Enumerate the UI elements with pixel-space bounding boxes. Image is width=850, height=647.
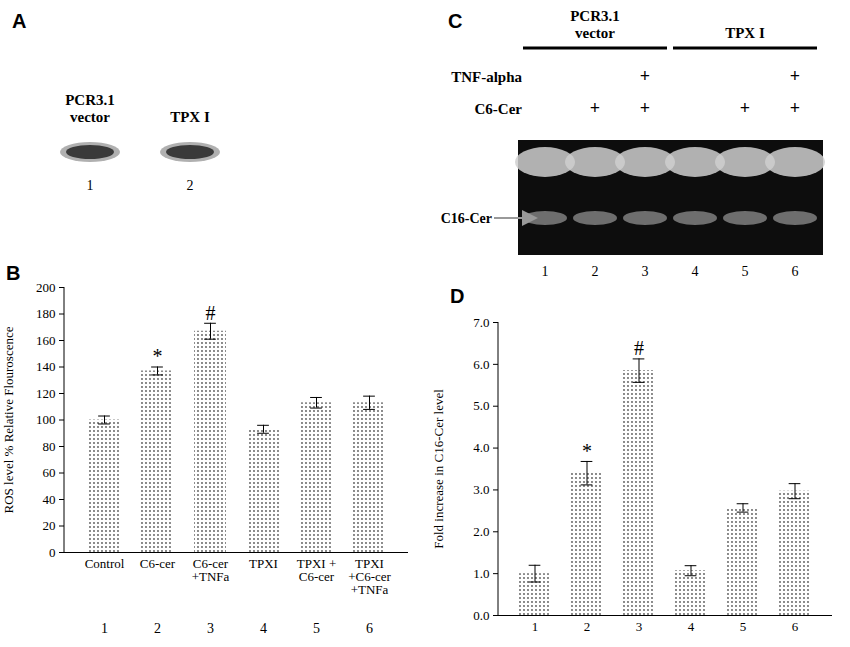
svg-text:TPXI: TPXI <box>249 556 278 571</box>
svg-text:#: # <box>634 337 644 359</box>
svg-text:4: 4 <box>260 621 267 636</box>
svg-text:Control: Control <box>85 556 125 571</box>
svg-text:2: 2 <box>187 178 194 193</box>
svg-text:1: 1 <box>87 178 94 193</box>
svg-text:ROS level % Relative Flourosce: ROS level % Relative Flouroscence <box>1 326 16 513</box>
svg-text:120: 120 <box>36 386 56 401</box>
svg-text:3.0: 3.0 <box>473 482 489 497</box>
svg-text:TPX I: TPX I <box>725 25 765 41</box>
svg-text:6.0: 6.0 <box>473 357 489 372</box>
svg-text:+: + <box>590 98 600 118</box>
svg-text:#: # <box>206 302 216 324</box>
svg-text:140: 140 <box>36 359 56 374</box>
svg-text:3: 3 <box>207 621 214 636</box>
svg-text:TPXI +C6-cer: TPXI +C6-cer <box>297 556 336 584</box>
svg-text:180: 180 <box>36 306 56 321</box>
html-text:D: D <box>450 285 465 307</box>
svg-text:5.0: 5.0 <box>473 398 489 413</box>
svg-text:TPXI+C6-cer+TNFa: TPXI+C6-cer+TNFa <box>348 556 391 597</box>
svg-text:Fold increase in C16-Cer level: Fold increase in C16-Cer level <box>431 389 446 549</box>
svg-text:3: 3 <box>642 264 649 279</box>
svg-text:1: 1 <box>101 621 108 636</box>
svg-text:4.0: 4.0 <box>473 440 489 455</box>
svg-text:2: 2 <box>154 621 161 636</box>
svg-text:4: 4 <box>688 619 695 634</box>
svg-text:0: 0 <box>49 545 56 560</box>
svg-text:+: + <box>740 98 750 118</box>
svg-text:C6-cer: C6-cer <box>140 556 176 571</box>
html-text:C: C <box>448 10 463 32</box>
svg-text:6: 6 <box>366 621 373 636</box>
svg-text:TPX I: TPX I <box>170 109 210 125</box>
svg-text:C6-Cer: C6-Cer <box>475 101 523 117</box>
svg-text:160: 160 <box>36 333 56 348</box>
svg-text:200: 200 <box>36 280 56 295</box>
svg-text:+: + <box>790 98 800 118</box>
svg-text:*: * <box>582 440 592 462</box>
svg-text:+: + <box>790 66 800 86</box>
svg-text:C16-Cer: C16-Cer <box>441 211 492 226</box>
svg-text:4: 4 <box>692 264 699 279</box>
html-text:A: A <box>12 10 27 32</box>
svg-text:20: 20 <box>43 518 56 533</box>
svg-text:2: 2 <box>592 264 599 279</box>
svg-text:PCR3.1vector: PCR3.1vector <box>570 8 620 41</box>
svg-text:1: 1 <box>532 619 539 634</box>
svg-text:5: 5 <box>742 264 749 279</box>
svg-text:100: 100 <box>36 412 56 427</box>
svg-text:7.0: 7.0 <box>473 315 489 330</box>
svg-text:60: 60 <box>43 465 56 480</box>
svg-text:1.0: 1.0 <box>473 566 489 581</box>
html-text:B: B <box>6 262 21 284</box>
svg-text:5: 5 <box>313 621 320 636</box>
svg-text:C6-cer+TNFa: C6-cer+TNFa <box>192 556 230 584</box>
svg-text:TNF-alpha: TNF-alpha <box>451 69 522 85</box>
svg-text:2.0: 2.0 <box>473 524 489 539</box>
svg-text:6: 6 <box>792 264 799 279</box>
svg-text:3: 3 <box>636 619 643 634</box>
svg-text:5: 5 <box>740 619 747 634</box>
svg-text:80: 80 <box>43 439 56 454</box>
svg-text:PCR3.1vector: PCR3.1vector <box>65 92 115 125</box>
svg-text:1: 1 <box>542 264 549 279</box>
svg-text:+: + <box>640 66 650 86</box>
svg-text:+: + <box>640 98 650 118</box>
svg-text:40: 40 <box>43 492 56 507</box>
svg-text:*: * <box>153 345 163 367</box>
svg-text:0.0: 0.0 <box>473 608 489 623</box>
svg-text:6: 6 <box>792 619 799 634</box>
svg-text:2: 2 <box>584 619 591 634</box>
